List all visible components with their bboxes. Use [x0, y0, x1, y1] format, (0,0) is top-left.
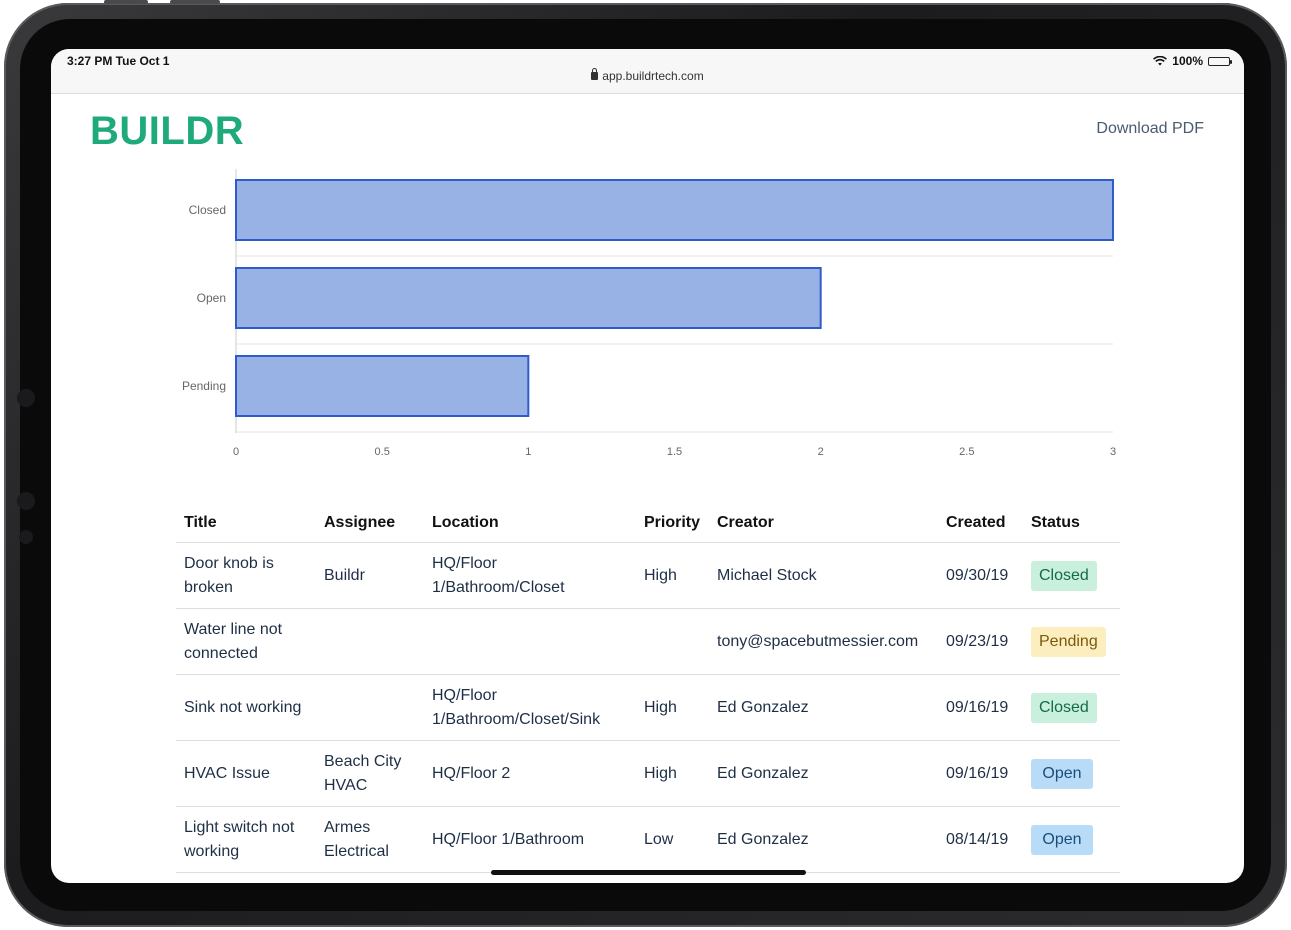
cell-priority	[636, 608, 709, 675]
cell-assignee: Armes Electrical	[316, 806, 424, 873]
status-badge: Closed	[1031, 560, 1097, 591]
cell-title: Water line not connected	[176, 608, 316, 675]
lock-icon	[591, 68, 599, 80]
cell-title: Sink not working	[176, 674, 316, 741]
cell-status: Pending	[1023, 608, 1120, 675]
cell-assignee: Beach City HVAC	[316, 740, 424, 807]
tickets-table: Title Assignee Location Priority Creator…	[176, 504, 1120, 873]
table-row[interactable]: Water line not connected tony@spacebutme…	[176, 608, 1120, 675]
camera-icon	[17, 389, 35, 407]
home-indicator[interactable]	[491, 870, 806, 875]
cell-assignee: Buildr	[316, 542, 424, 609]
url-bar[interactable]: app.buildrtech.com	[51, 68, 1244, 83]
cell-status: Open	[1023, 806, 1120, 873]
cell-creator: Ed Gonzalez	[709, 740, 938, 807]
volume-button	[104, 0, 148, 4]
cell-priority: High	[636, 740, 709, 807]
column-header-created[interactable]: Created	[938, 504, 1023, 543]
cell-location: HQ/Floor 1/Bathroom/Closet	[424, 542, 636, 609]
sensor-icon	[19, 530, 33, 544]
cell-priority: Low	[636, 806, 709, 873]
url-text: app.buildrtech.com	[602, 69, 704, 83]
cell-priority: High	[636, 674, 709, 741]
category-label: Open	[197, 291, 226, 305]
table-row[interactable]: Door knob is broken Buildr HQ/Floor 1/Ba…	[176, 542, 1120, 609]
cell-title: HVAC Issue	[176, 740, 316, 807]
browser-screen: 3:27 PM Tue Oct 1 100% app.buildrtech.co…	[51, 49, 1244, 883]
cell-created: 09/16/19	[938, 674, 1023, 741]
cell-creator: tony@spacebutmessier.com	[709, 608, 938, 675]
status-bar-chart: Closed Open Pending 0 0.5 1 1.5 2 2.5 3	[51, 169, 1244, 469]
sensor-icon	[17, 492, 35, 510]
cell-status: Closed	[1023, 674, 1120, 741]
column-header-assignee[interactable]: Assignee	[316, 504, 424, 543]
column-header-status[interactable]: Status	[1023, 504, 1120, 543]
status-time: 3:27 PM Tue Oct 1	[67, 54, 170, 68]
x-tick-label: 2	[818, 446, 824, 458]
cell-location: HQ/Floor 2	[424, 740, 636, 807]
status-indicators: 100%	[1153, 54, 1232, 68]
x-tick-label: 0.5	[375, 446, 390, 458]
status-bar: 3:27 PM Tue Oct 1 100% app.buildrtech.co…	[51, 49, 1244, 94]
wifi-icon	[1153, 56, 1168, 66]
x-tick-label: 1	[525, 446, 531, 458]
status-badge: Open	[1031, 758, 1093, 789]
bar-closed	[235, 179, 1114, 241]
cell-title: Light switch not working	[176, 806, 316, 873]
x-tick-label: 3	[1110, 446, 1116, 458]
column-header-priority[interactable]: Priority	[636, 504, 709, 543]
cell-location: HQ/Floor 1/Bathroom/Closet/Sink	[424, 674, 636, 741]
x-tick-label: 2.5	[959, 446, 974, 458]
cell-creator: Ed Gonzalez	[709, 674, 938, 741]
logo: BUILDR	[90, 109, 245, 153]
cell-title: Door knob is broken	[176, 542, 316, 609]
battery-icon	[1208, 56, 1232, 66]
download-pdf-link[interactable]: Download PDF	[1096, 120, 1204, 137]
cell-assignee	[316, 674, 424, 741]
cell-assignee	[316, 608, 424, 675]
cell-creator: Ed Gonzalez	[709, 806, 938, 873]
cell-created: 09/23/19	[938, 608, 1023, 675]
cell-priority: High	[636, 542, 709, 609]
x-tick-label: 1.5	[667, 446, 682, 458]
status-badge: Open	[1031, 824, 1093, 855]
cell-creator: Michael Stock	[709, 542, 938, 609]
cell-status: Closed	[1023, 542, 1120, 609]
category-label: Pending	[182, 379, 226, 393]
table-row[interactable]: Sink not working HQ/Floor 1/Bathroom/Clo…	[176, 674, 1120, 741]
cell-created: 08/14/19	[938, 806, 1023, 873]
status-badge: Closed	[1031, 692, 1097, 723]
bar-open	[235, 267, 822, 329]
column-header-location[interactable]: Location	[424, 504, 636, 543]
battery-percent: 100%	[1172, 54, 1203, 68]
column-header-creator[interactable]: Creator	[709, 504, 938, 543]
category-label: Closed	[189, 203, 226, 217]
cell-location	[424, 608, 636, 675]
cell-location: HQ/Floor 1/Bathroom	[424, 806, 636, 873]
table-row[interactable]: Light switch not working Armes Electrica…	[176, 806, 1120, 873]
chart-svg: Closed Open Pending 0 0.5 1 1.5 2 2.5 3	[182, 169, 1116, 458]
x-tick-label: 0	[233, 446, 239, 458]
status-badge: Pending	[1031, 626, 1106, 657]
table-header-row: Title Assignee Location Priority Creator…	[176, 504, 1120, 543]
cell-status: Open	[1023, 740, 1120, 807]
volume-button	[170, 0, 220, 4]
table-row[interactable]: HVAC Issue Beach City HVAC HQ/Floor 2 Hi…	[176, 740, 1120, 807]
cell-created: 09/30/19	[938, 542, 1023, 609]
column-header-title[interactable]: Title	[176, 504, 316, 543]
cell-created: 09/16/19	[938, 740, 1023, 807]
bar-pending	[235, 355, 530, 417]
